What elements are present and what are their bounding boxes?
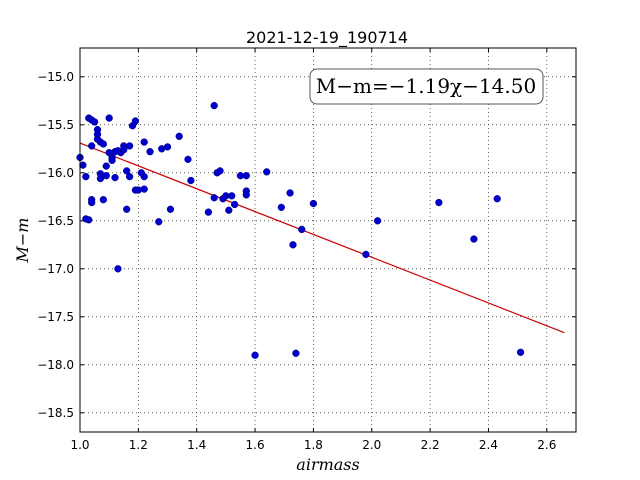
data-point xyxy=(123,205,131,213)
data-point xyxy=(99,196,107,204)
data-point xyxy=(204,208,213,216)
x-tick-label: 1.6 xyxy=(246,438,265,452)
data-point xyxy=(85,216,93,224)
data-point xyxy=(131,117,140,125)
annotation-text: M−m=−1.19χ−14.50 xyxy=(316,74,536,98)
data-point xyxy=(251,351,259,359)
data-point xyxy=(105,114,113,122)
chart-title: 2021-12-19_190714 xyxy=(246,28,408,48)
fit-line-layer xyxy=(79,142,565,334)
x-tick-label: 2.0 xyxy=(362,438,381,452)
data-point xyxy=(362,250,370,259)
data-point xyxy=(184,155,192,164)
data-point xyxy=(516,348,525,356)
plot-frame xyxy=(79,47,577,433)
data-point xyxy=(470,235,478,243)
annotation-box xyxy=(309,68,544,105)
data-point xyxy=(79,161,87,169)
x-tick-label: 1.2 xyxy=(129,438,148,452)
y-tick-label: −18.5 xyxy=(37,406,74,420)
data-point xyxy=(99,140,107,148)
x-tick-label: 2.2 xyxy=(421,438,440,452)
data-point xyxy=(286,189,294,197)
y-tick-label: −15.0 xyxy=(37,70,74,84)
x-tick-label: 1.0 xyxy=(70,438,89,452)
data-point xyxy=(88,198,96,207)
x-tick-label: 2.6 xyxy=(537,438,556,452)
data-point xyxy=(242,191,250,199)
data-point xyxy=(493,195,501,203)
data-point xyxy=(114,265,122,273)
data-point xyxy=(155,218,163,226)
x-tick-label: 1.8 xyxy=(304,438,323,452)
data-point xyxy=(88,142,96,150)
y-axis-ticks: −15.0 −15.5 −16.0 −16.5 −17.0 −17.5 −18.0 −18.5 xyxy=(37,70,576,420)
data-point xyxy=(140,172,148,181)
data-point xyxy=(242,172,250,180)
y-tick-label: −16.0 xyxy=(37,166,74,180)
y-tick-label: −17.0 xyxy=(37,262,74,276)
data-point xyxy=(125,142,134,150)
x-tick-label: 2.4 xyxy=(479,438,498,452)
y-tick-label: −15.5 xyxy=(37,118,74,132)
data-point xyxy=(108,156,116,164)
data-point xyxy=(230,200,239,209)
data-point xyxy=(102,172,110,180)
data-point xyxy=(373,217,382,225)
data-point xyxy=(309,199,318,208)
data-point xyxy=(175,132,183,140)
data-points xyxy=(76,101,525,359)
x-axis-label: airmass xyxy=(296,455,359,474)
data-point xyxy=(298,225,306,234)
data-point xyxy=(435,198,443,207)
data-point xyxy=(225,206,233,214)
data-point xyxy=(289,241,297,249)
data-point xyxy=(277,203,285,212)
data-point xyxy=(228,192,236,200)
data-point xyxy=(90,118,99,126)
data-point xyxy=(263,168,271,176)
data-point xyxy=(82,172,90,181)
data-point xyxy=(292,349,300,357)
data-point xyxy=(187,176,195,185)
y-tick-label: −16.5 xyxy=(37,214,74,228)
data-point xyxy=(163,143,172,151)
data-point xyxy=(140,138,148,146)
x-tick-label: 1.4 xyxy=(187,438,206,452)
data-point xyxy=(111,173,119,182)
data-point xyxy=(146,148,154,156)
data-point xyxy=(140,185,148,193)
y-tick-label: −18.0 xyxy=(37,358,74,372)
data-point xyxy=(166,205,175,213)
fit-annotation: M−m=−1.19χ−14.50 xyxy=(309,68,544,105)
data-point xyxy=(210,101,218,110)
fit-line xyxy=(79,142,565,334)
data-point xyxy=(210,194,218,202)
y-axis-label: M−m xyxy=(13,218,32,264)
grid-lines xyxy=(79,48,576,432)
data-point xyxy=(125,172,134,181)
data-point xyxy=(216,167,224,175)
data-point xyxy=(123,167,131,175)
y-tick-label: −17.5 xyxy=(37,310,74,324)
data-point xyxy=(102,162,110,170)
x-axis-ticks: 1.0 1.2 1.4 1.6 1.8 2.0 2.2 2.4 2.6 xyxy=(70,48,556,452)
